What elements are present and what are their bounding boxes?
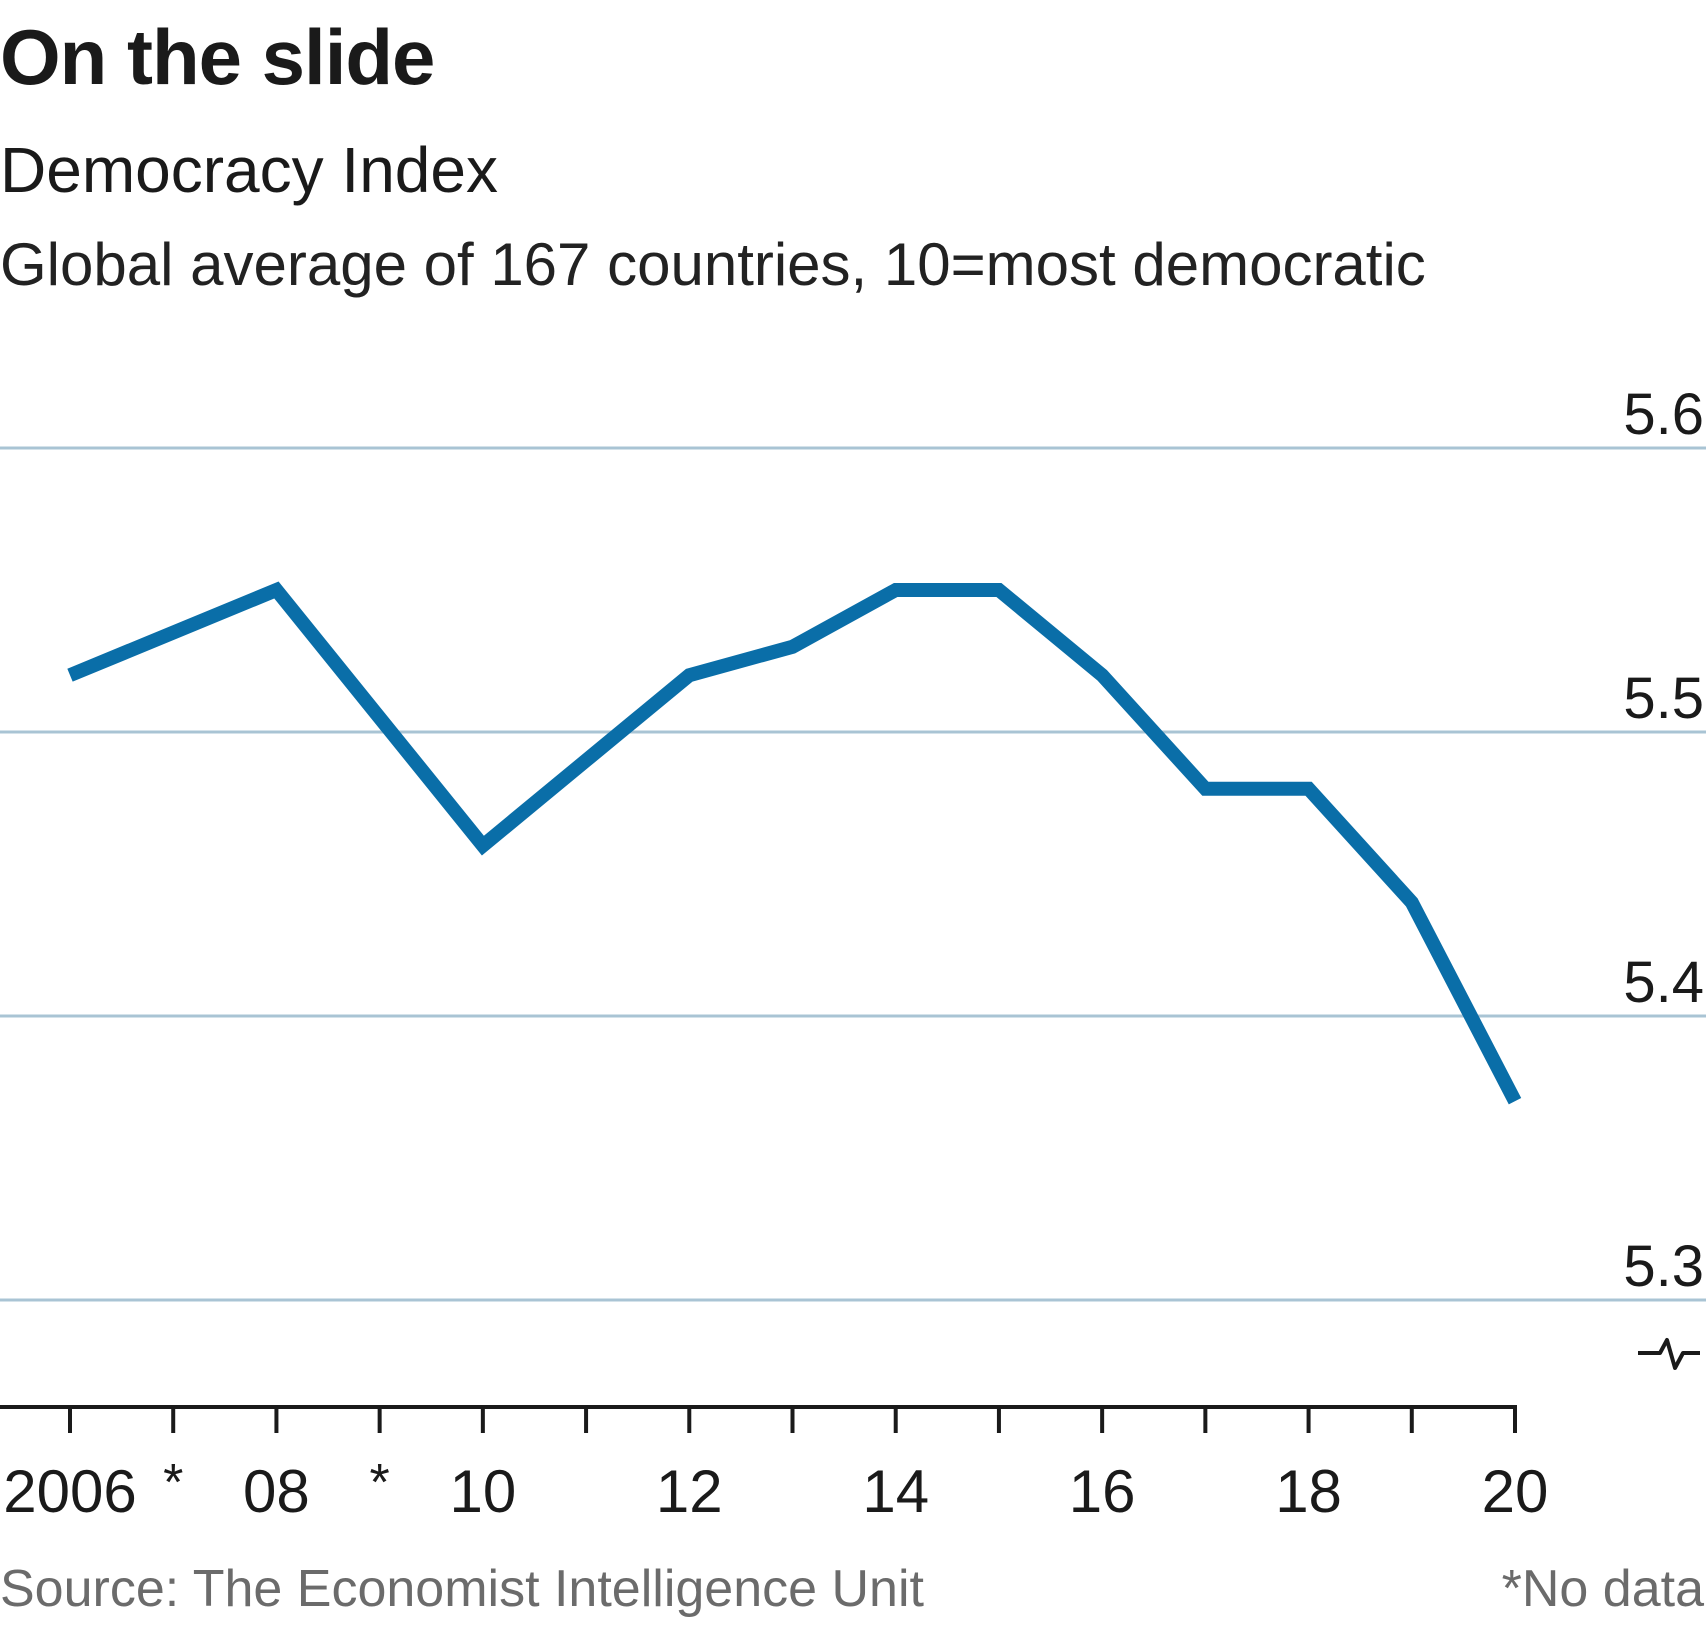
chart-subtitle: Democracy Index <box>0 134 498 206</box>
axis-break-icon <box>1638 1338 1700 1370</box>
chart-title: On the slide <box>0 13 435 101</box>
chart-description: Global average of 167 countries, 10=most… <box>0 231 1426 298</box>
x-tick-label: 14 <box>862 1458 929 1525</box>
x-tick-label: 12 <box>656 1458 723 1525</box>
x-tick-label: 08 <box>243 1458 310 1525</box>
x-tick-label: * <box>163 1454 183 1512</box>
gridlines <box>0 446 1706 1302</box>
x-tick-label: 18 <box>1275 1458 1342 1525</box>
footnote: *No data <box>1501 1560 1704 1618</box>
x-tick-label: * <box>370 1454 390 1512</box>
x-tick-label: 20 <box>1482 1458 1549 1525</box>
series-lines <box>67 581 1522 1105</box>
y-axis-labels: 5.3 5.4 5.5 5.6 <box>1623 382 1704 1299</box>
y-tick-label: 5.4 <box>1623 950 1704 1015</box>
x-axis: 2006 * 08 * 10 12 14 16 18 20 <box>0 1405 1549 1525</box>
x-tick-label: 10 <box>449 1458 516 1525</box>
x-tick-label: 16 <box>1069 1458 1136 1525</box>
source-note: Source: The Economist Intelligence Unit <box>0 1560 924 1618</box>
y-tick-label: 5.3 <box>1623 1234 1704 1299</box>
x-tick-label: 2006 <box>3 1458 136 1525</box>
y-tick-label: 5.5 <box>1623 666 1704 731</box>
y-tick-label: 5.6 <box>1623 382 1704 447</box>
series-line <box>67 581 1522 1105</box>
